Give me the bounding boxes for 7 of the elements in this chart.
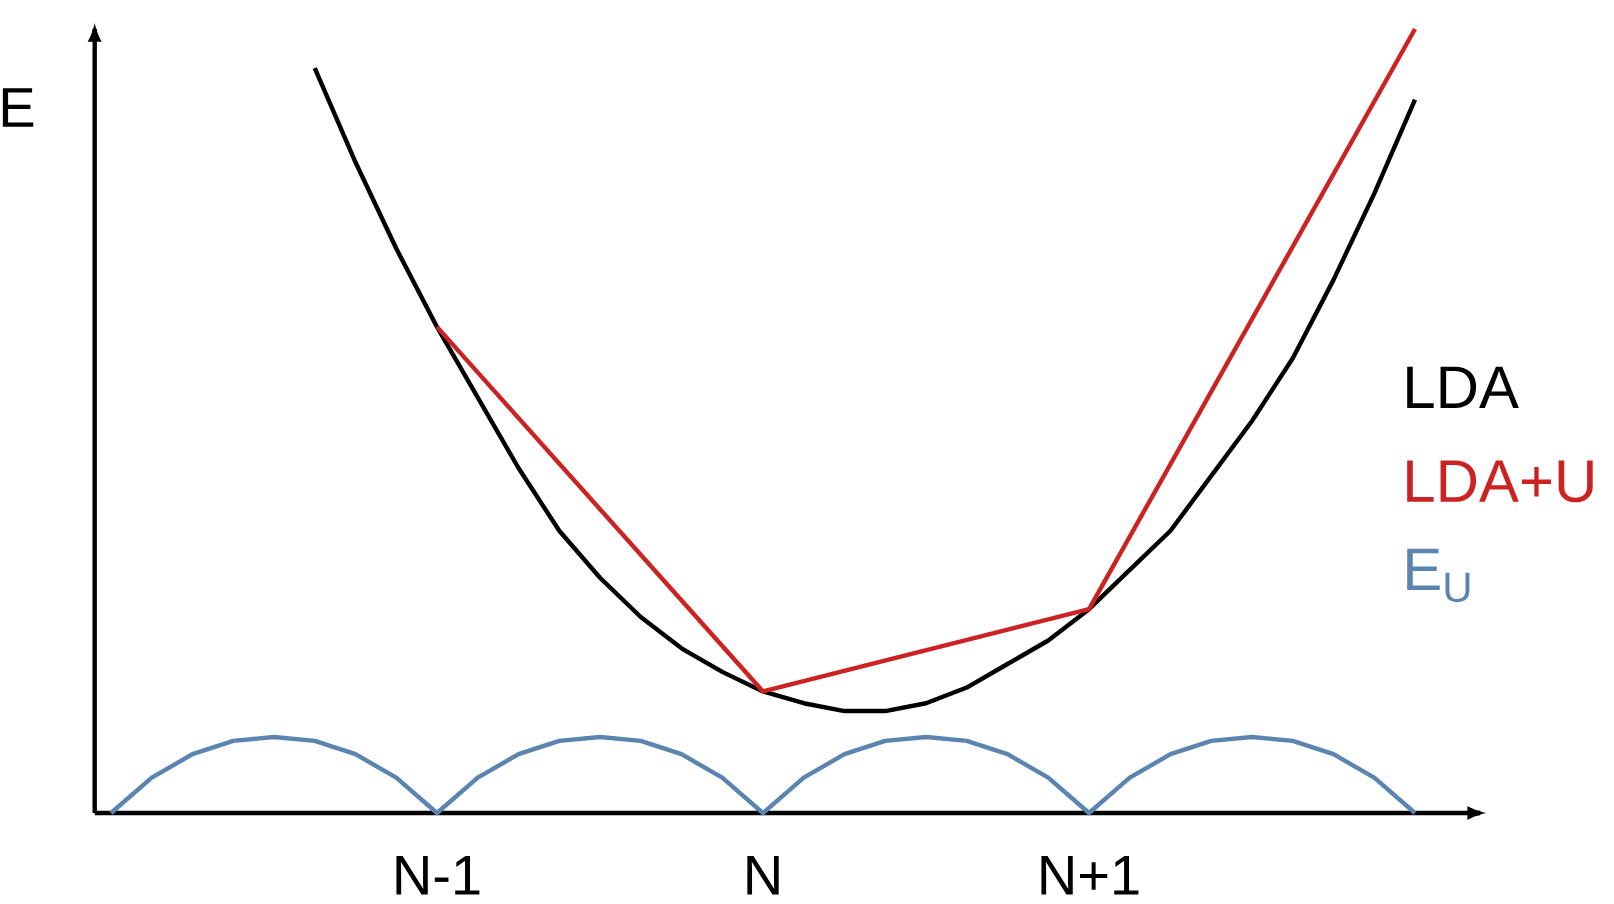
y-axis-title: E (2, 88, 34, 127)
x-tick-label: N-1 (396, 856, 480, 895)
text: E$_{U}$ (1407, 548, 1470, 603)
text: LDA+U (1407, 460, 1593, 503)
x-tick-label: N (747, 856, 779, 895)
x-tick-label: N+1 (1041, 856, 1139, 895)
series-label: LDA (1407, 366, 1519, 408)
